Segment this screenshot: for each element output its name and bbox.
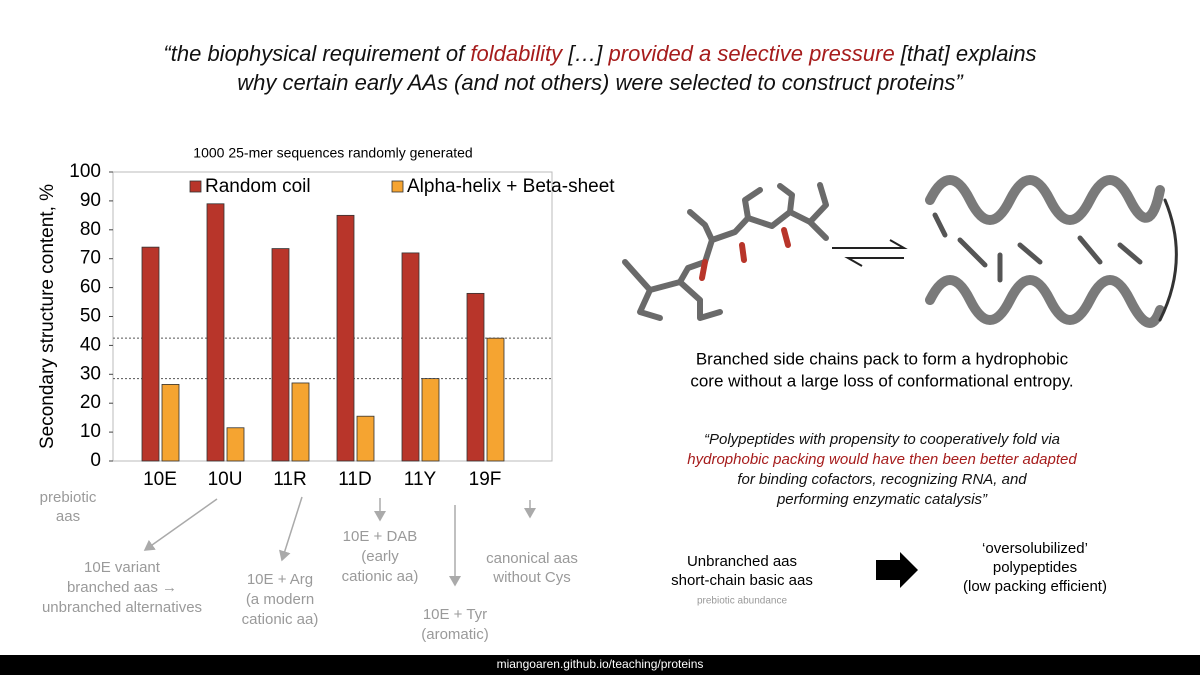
annotation: (a modern: [246, 591, 314, 608]
y-tick-label: 40: [80, 334, 101, 355]
annotation: cationic aa): [242, 611, 319, 628]
annotation: without Cys: [492, 569, 571, 586]
bar: [206, 203, 225, 462]
y-tick-label: 20: [80, 392, 101, 413]
x-tick-label: 11D: [338, 469, 371, 490]
x-tick-label: 10U: [208, 469, 243, 490]
legend-label: Random coil: [205, 176, 311, 197]
annotation: (early: [361, 548, 399, 565]
quote-line: “Polypeptides with propensity to coopera…: [704, 431, 1060, 448]
quote-segment: “Polypeptides with propensity to coopera…: [704, 431, 1060, 448]
annotation: branched aas →: [67, 579, 177, 596]
annotation: 10E + Tyr: [423, 606, 487, 623]
footer: miangoaren.github.io/teaching/proteins: [497, 657, 704, 671]
bar: [486, 337, 505, 462]
bar: [161, 384, 180, 462]
quote-line: performing enzymatic catalysis”: [776, 491, 988, 508]
x-tick-label: 10E: [143, 469, 177, 490]
y-tick-label: 10: [80, 421, 101, 442]
quote-segment: why certain early AAs (and not others) w…: [237, 70, 964, 95]
quote-line: hydrophobic packing would have then been…: [687, 451, 1077, 468]
right-box-line: polypeptides: [993, 559, 1077, 576]
annotation: unbranched alternatives: [42, 599, 202, 616]
bar: [466, 292, 485, 462]
quote-segment: hydrophobic packing would have then been…: [687, 451, 1077, 468]
quote-line: “the biophysical requirement of foldabil…: [163, 41, 1036, 66]
y-tick-label: 70: [80, 248, 101, 269]
annotation: cationic aa): [342, 568, 419, 585]
left-box-line: short-chain basic aas: [671, 572, 813, 589]
legend-label: Alpha-helix + Beta-sheet: [407, 176, 615, 197]
quote-segment: [that] explains: [895, 41, 1037, 66]
equilibrium-arrows: [832, 239, 908, 267]
annotation: 10E variant: [84, 559, 161, 576]
quote-segment: foldability: [470, 41, 564, 66]
caption: core without a large loss of conformatio…: [690, 371, 1073, 390]
quote-segment: “the biophysical requirement of: [163, 41, 470, 66]
quote-segment: for binding cofactors, recognizing RNA, …: [737, 471, 1027, 488]
helix-bundle: [925, 175, 1178, 328]
y-tick-label: 60: [80, 277, 101, 298]
annotation: 10E + DAB: [343, 528, 418, 545]
caption: Branched side chains pack to form a hydr…: [696, 349, 1069, 368]
x-tick-label: 11R: [273, 469, 306, 490]
annotation: prebiotic: [40, 489, 97, 506]
chart-title: 1000 25-mer sequences randomly generated: [193, 145, 472, 161]
bar: [421, 378, 440, 462]
bar: [291, 382, 310, 462]
footer-bar: [0, 655, 1200, 675]
bar: [226, 427, 245, 462]
annotation: (aromatic): [421, 626, 489, 643]
left-box-line: Unbranched aas: [687, 553, 797, 570]
bar: [271, 248, 290, 462]
annotation: 10E + Arg: [247, 571, 313, 588]
result-arrow: [876, 552, 918, 588]
bar: [356, 415, 375, 462]
x-tick-label: 11Y: [404, 469, 437, 490]
y-tick-label: 90: [80, 190, 101, 211]
y-tick-label: 100: [69, 161, 101, 182]
annotation-arrows: [143, 496, 536, 587]
legend-swatch: [189, 180, 202, 193]
x-tick-label: 19F: [469, 469, 502, 490]
annotation: aas: [56, 508, 80, 525]
bar: [401, 252, 420, 462]
left-box-note: prebiotic abundance: [697, 596, 788, 607]
quote-line: for binding cofactors, recognizing RNA, …: [737, 471, 1027, 488]
bar: [141, 246, 160, 462]
quote-segment: performing enzymatic catalysis”: [776, 491, 988, 508]
quote-segment: provided a selective pressure: [608, 41, 895, 66]
right-box-line: ‘oversolubilized’: [982, 540, 1088, 557]
y-tick-label: 0: [90, 450, 101, 471]
legend-swatch: [391, 180, 404, 193]
right-box-line: (low packing efficient): [963, 578, 1107, 595]
y-tick-label: 30: [80, 363, 101, 384]
y-tick-label: 50: [80, 306, 101, 327]
annotation: canonical aas: [486, 550, 578, 567]
peptide-unfolded: [622, 182, 829, 321]
bar: [336, 214, 355, 462]
y-axis-label: Secondary structure content, %: [37, 184, 58, 449]
quote-segment: […]: [562, 41, 608, 66]
quote-line: why certain early AAs (and not others) w…: [237, 70, 964, 95]
y-tick-label: 80: [80, 219, 101, 240]
